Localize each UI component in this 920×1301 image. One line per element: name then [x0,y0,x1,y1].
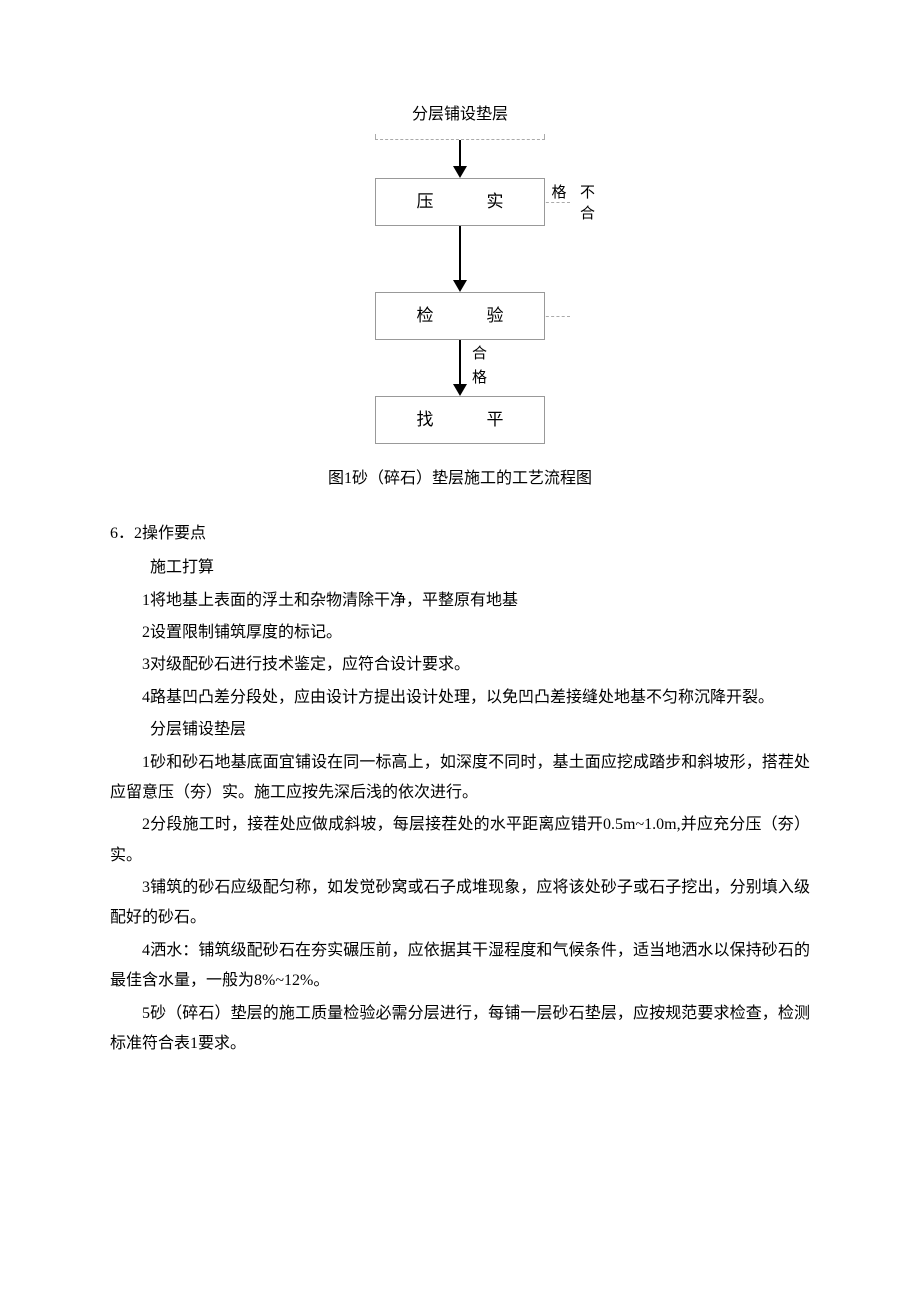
figure-caption: 图1砂（碎石）垫层施工的工艺流程图 [110,464,810,494]
process-flowchart: 分层铺设垫层 压 实 不合格 检 验 合 格 找 平 [290,100,630,444]
body-paragraph: 2分段施工时，接茬处应做成斜坡，每层接茬处的水平距离应错开0.5m~1.0m,并… [110,810,810,871]
flow-top-label: 分层铺设垫层 [290,100,630,130]
body-paragraph: 1砂和砂石地基底面宜铺设在同一标高上，如深度不同时，基土面应挖成踏步和斜坡形，搭… [110,748,810,809]
body-paragraph: 4洒水：铺筑级配砂石在夯实碾压前，应依据其干湿程度和气候条件，适当地洒水以保持砂… [110,936,810,997]
body-paragraph: 5砂（碎石）垫层的施工质量检验必需分层进行，每铺一层砂石垫层，应按规范要求检查，… [110,999,810,1060]
arrow-3: 合 格 [290,340,630,396]
flow-node-compact: 压 实 [375,178,545,226]
subsection-1-title: 施工打算 [110,553,810,583]
body-paragraph: 3对级配砂石进行技术鉴定，应符合设计要求。 [110,650,810,680]
arrow-2 [290,226,630,292]
body-paragraph: 3铺筑的砂石应级配匀称，如发觉砂窝或石子成堆现象，应将该处砂子或石子挖出，分别填… [110,873,810,934]
body-paragraph: 4路基凹凸差分段处，应由设计方提出设计处理，以免凹凸差接缝处地基不匀称沉降开裂。 [110,683,810,713]
arrow-1 [290,140,630,178]
body-paragraph: 2设置限制铺筑厚度的标记。 [110,618,810,648]
flow-edge-fail-label: 不合格 [543,184,600,226]
flow-node-level: 找 平 [375,396,545,444]
subsection-2-title: 分层铺设垫层 [110,715,810,745]
body-paragraph: 1将地基上表面的浮土和杂物清除干净，平整原有地基 [110,586,810,616]
flow-edge-pass-label-2: 格 [472,364,487,393]
flow-node-inspect: 检 验 [375,292,545,340]
section-heading: 6．2操作要点 [110,519,810,549]
